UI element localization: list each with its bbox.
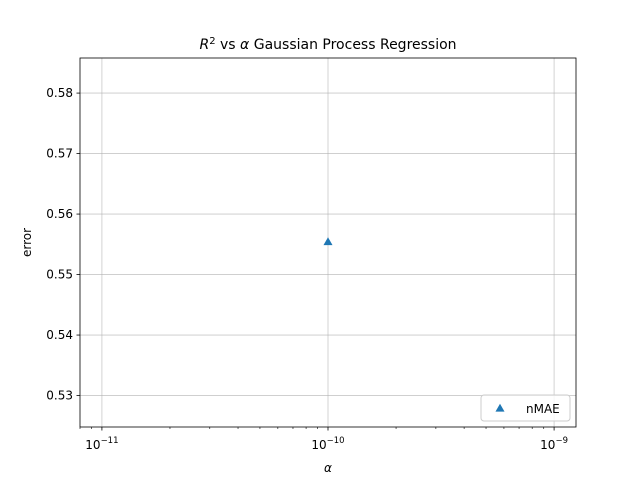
y-tick-label: 0.53 — [46, 389, 73, 403]
title-rest: Gaussian Process Regression — [249, 37, 456, 53]
chart-title: R2 vs α Gaussian Process Regression — [199, 36, 456, 54]
x-tick-label-exponent: −10 — [327, 436, 345, 446]
y-tick-label: 0.54 — [46, 328, 73, 342]
x-tick-label-base: 10 — [85, 438, 100, 452]
title-mid: vs — [216, 37, 240, 53]
x-tick-label-exponent: −9 — [555, 436, 568, 446]
y-axis-label: error — [20, 228, 34, 257]
x-tick-label-base: 10 — [540, 438, 555, 452]
y-tick-label: 0.57 — [46, 147, 73, 161]
x-tick-label-exponent: −11 — [101, 436, 119, 446]
title-r: R — [199, 37, 209, 53]
legend: nMAE — [481, 395, 570, 421]
x-axis-label: α — [324, 461, 332, 475]
x-tick-label-base: 10 — [311, 438, 326, 452]
y-tick-label: 0.56 — [46, 207, 73, 221]
y-tick-label: 0.58 — [46, 86, 73, 100]
y-tick-label: 0.55 — [46, 268, 73, 282]
legend-label-nmae: nMAE — [526, 402, 560, 416]
